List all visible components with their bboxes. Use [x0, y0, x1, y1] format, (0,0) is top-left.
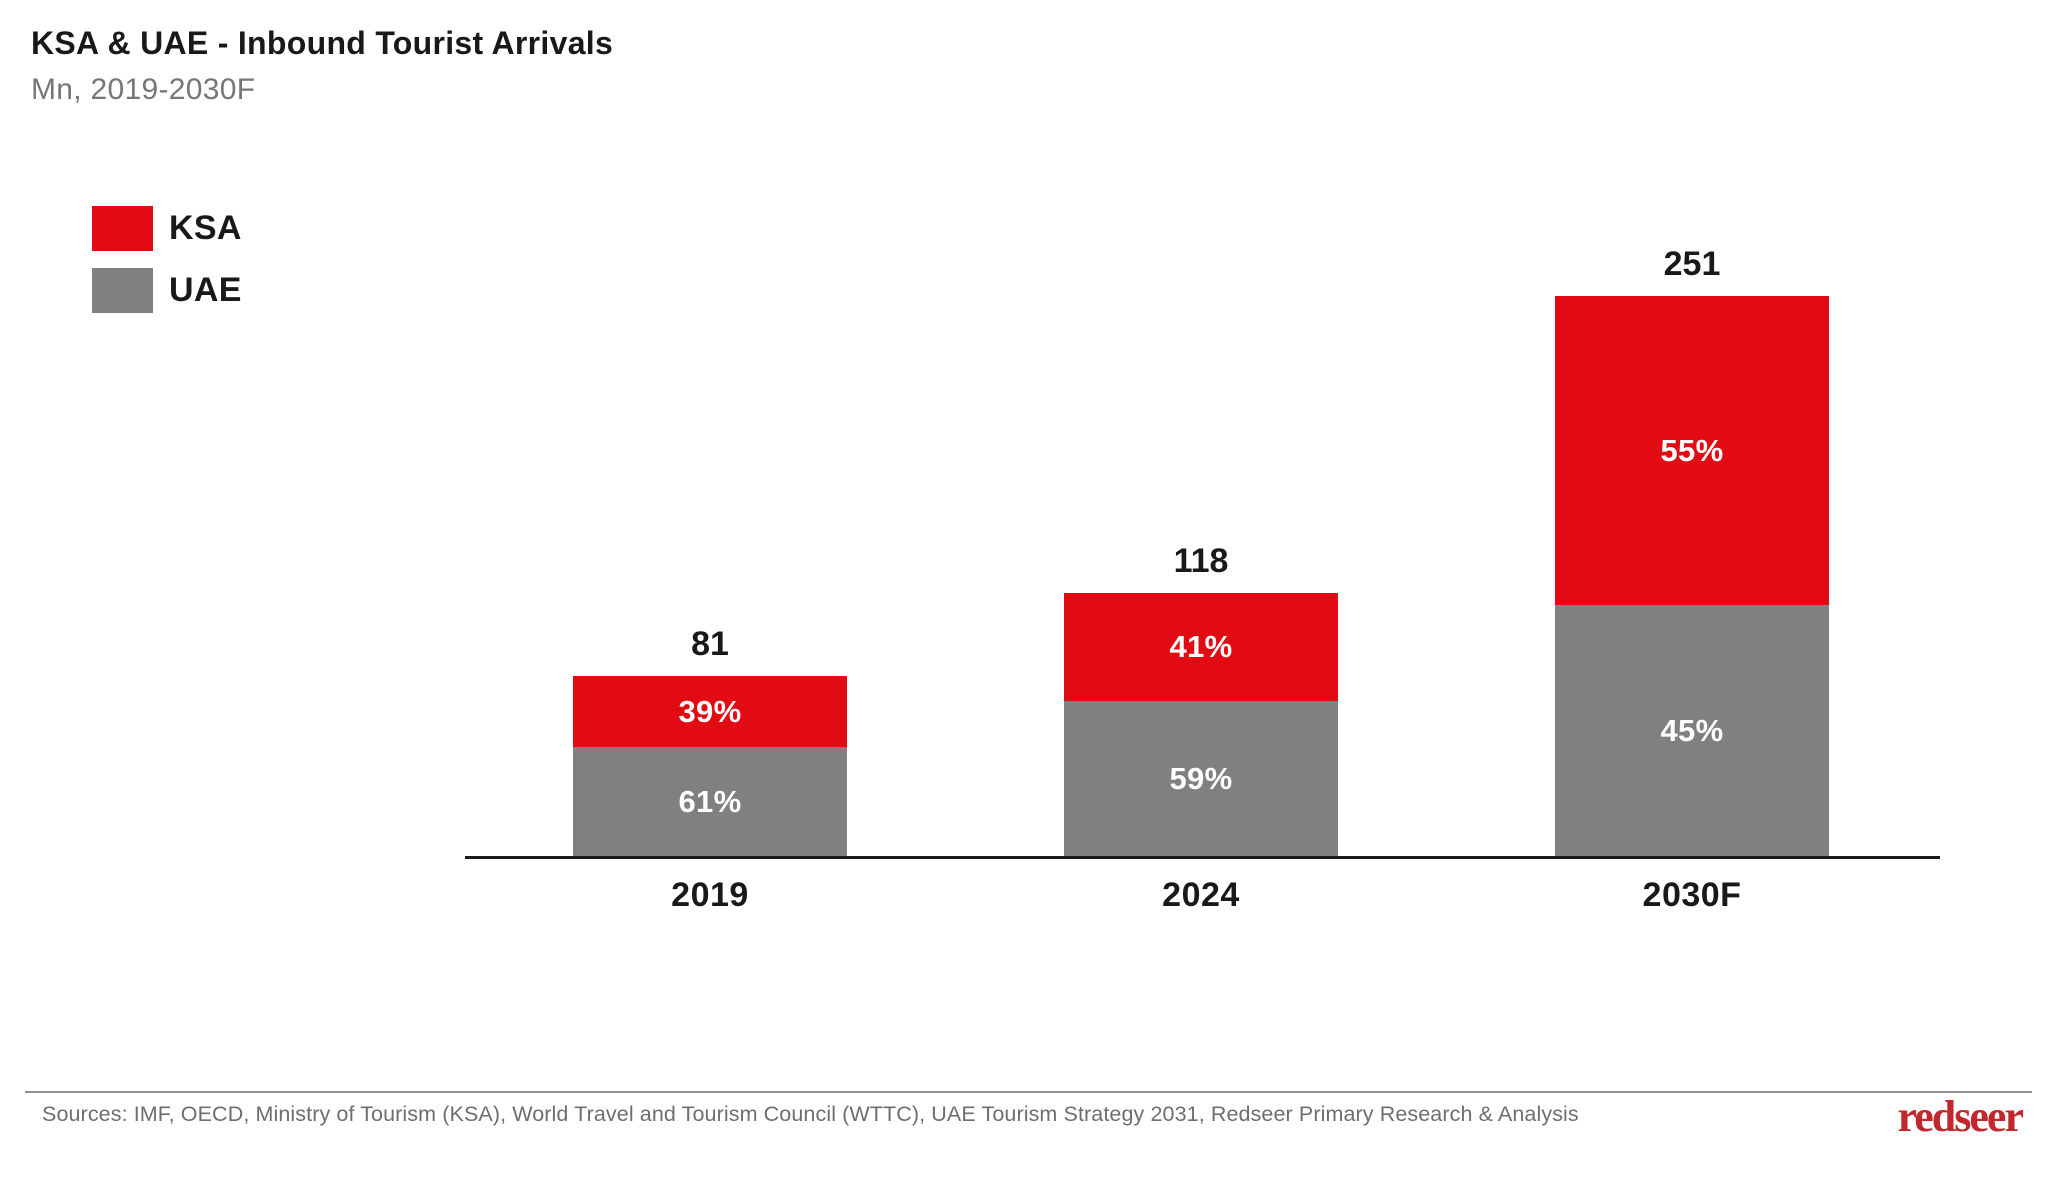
bar-group-2030f: 251 55% 45% 2030F	[1555, 245, 1829, 914]
percent-label-uae-2019: 61%	[678, 784, 742, 819]
redseer-logo: redseer	[1897, 1092, 2024, 1141]
chart-title: KSA & UAE - Inbound Tourist Arrivals	[31, 25, 614, 61]
bar-segment-uae-2019: 61%	[573, 747, 847, 857]
x-axis-baseline	[465, 856, 1940, 859]
percent-label-ksa-2024: 41%	[1169, 629, 1233, 664]
bar-segment-uae-2030f: 45%	[1555, 605, 1829, 857]
legend-label-uae: UAE	[169, 271, 242, 309]
bar-group-2019: 81 39% 61% 2019	[573, 625, 847, 914]
bar-segment-ksa-2030f: 55%	[1555, 296, 1829, 605]
percent-label-ksa-2019: 39%	[678, 693, 742, 729]
percent-label-uae-2024: 59%	[1169, 761, 1233, 796]
bar-total-label-2019: 81	[691, 625, 729, 663]
percent-label-uae-2030f: 45%	[1660, 713, 1724, 748]
x-axis-label-2030f: 2030F	[1642, 876, 1742, 914]
percent-label-ksa-2030f: 55%	[1660, 432, 1724, 468]
legend-label-ksa: KSA	[169, 209, 242, 247]
legend-swatch-ksa	[92, 206, 153, 251]
bar-segment-ksa-2019: 39%	[573, 676, 847, 747]
bar-segment-ksa-2024: 41%	[1064, 593, 1338, 701]
x-axis-label-2019: 2019	[671, 876, 749, 914]
footer-divider-line	[25, 1091, 2032, 1093]
x-axis-label-2024: 2024	[1162, 876, 1240, 914]
legend-swatch-uae	[92, 268, 153, 313]
legend-item-uae: UAE	[92, 268, 242, 313]
bar-total-label-2030f: 251	[1663, 245, 1721, 283]
chart-subtitle: Mn, 2019-2030F	[31, 73, 256, 106]
bar-group-2024: 118 41% 59% 2024	[1064, 542, 1338, 914]
sources-note: Sources: IMF, OECD, Ministry of Tourism …	[42, 1102, 1579, 1126]
legend-item-ksa: KSA	[92, 206, 242, 251]
chart-legend: KSA UAE	[92, 206, 242, 330]
bar-segment-uae-2024: 59%	[1064, 701, 1338, 857]
bar-total-label-2024: 118	[1173, 542, 1229, 580]
